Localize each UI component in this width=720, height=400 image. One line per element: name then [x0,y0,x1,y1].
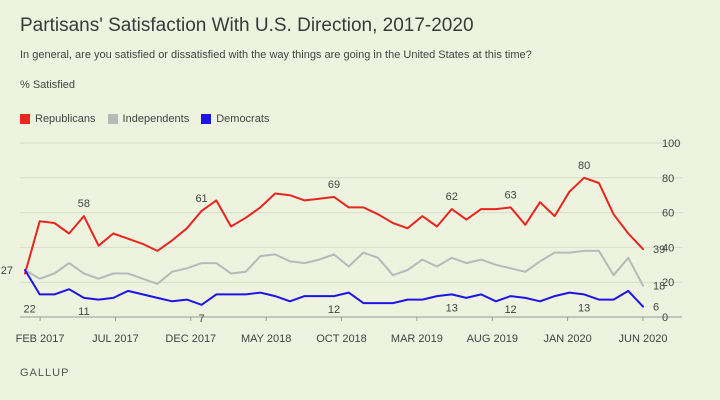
x-tick-label-4: OCT 2018 [316,333,367,345]
x-tick-label-8: JUN 2020 [619,333,668,345]
data-label-democrats-22: 22 [23,303,35,315]
data-label-republicans-39: 39 [653,244,665,256]
y-tick-label-0: 0 [662,312,668,324]
data-label-democrats-11: 11 [78,306,89,318]
data-label-democrats-7: 7 [199,313,205,325]
legend-swatch-independents [107,114,118,124]
legend-item-republicans: Republicans [20,113,96,125]
source-footer: GALLUP [20,367,70,379]
y-tick-label-100: 100 [662,138,680,150]
x-tick-label-2: DEC 2017 [165,333,216,345]
data-label-independents-27: 27 [1,265,13,277]
series-line-republicans [24,176,644,275]
legend-label-democrats: Democrats [216,113,270,125]
legend-swatch-republicans [20,114,30,124]
x-tick-label-7: JAN 2020 [543,333,591,345]
data-label-democrats-6: 6 [653,302,659,314]
data-label-republicans-69: 69 [328,179,340,191]
unit-label: % Satisfied [20,79,76,91]
data-label-republicans-61: 61 [195,193,207,205]
y-tick-label-40: 40 [662,242,674,254]
chart-title: Partisans' Satisfaction With U.S. Direct… [20,15,474,36]
data-label-democrats-12: 12 [504,304,516,316]
y-tick-label-20: 20 [662,277,674,289]
x-tick-label-0: FEB 2017 [16,333,65,345]
data-label-republicans-63: 63 [504,189,516,201]
legend-item-independents: Independents [107,113,190,125]
data-label-democrats-12: 12 [328,304,340,316]
data-label-republicans-80: 80 [578,160,590,172]
x-tick-label-3: MAY 2018 [241,333,291,345]
series-line-democrats [24,269,644,308]
legend-swatch-democrats [201,114,212,124]
data-label-independents-18: 18 [653,281,665,293]
legend-label-independents: Independents [122,113,190,125]
y-tick-label-80: 80 [662,173,674,185]
data-label-republicans-58: 58 [78,198,90,210]
legend: Republicans Independents Democrats [20,113,281,125]
x-tick-label-1: JUL 2017 [92,333,139,345]
data-label-democrats-13: 13 [578,302,590,314]
data-label-democrats-13: 13 [446,302,458,314]
legend-label-republicans: Republicans [35,113,96,125]
x-tick-label-5: MAR 2019 [391,333,443,345]
legend-item-democrats: Democrats [201,113,269,125]
series-line-independents [24,249,644,287]
x-tick-label-6: AUG 2019 [467,333,518,345]
chart-subtitle: In general, are you satisfied or dissati… [20,49,532,61]
data-label-republicans-62: 62 [446,191,458,203]
y-tick-label-60: 60 [662,208,674,220]
